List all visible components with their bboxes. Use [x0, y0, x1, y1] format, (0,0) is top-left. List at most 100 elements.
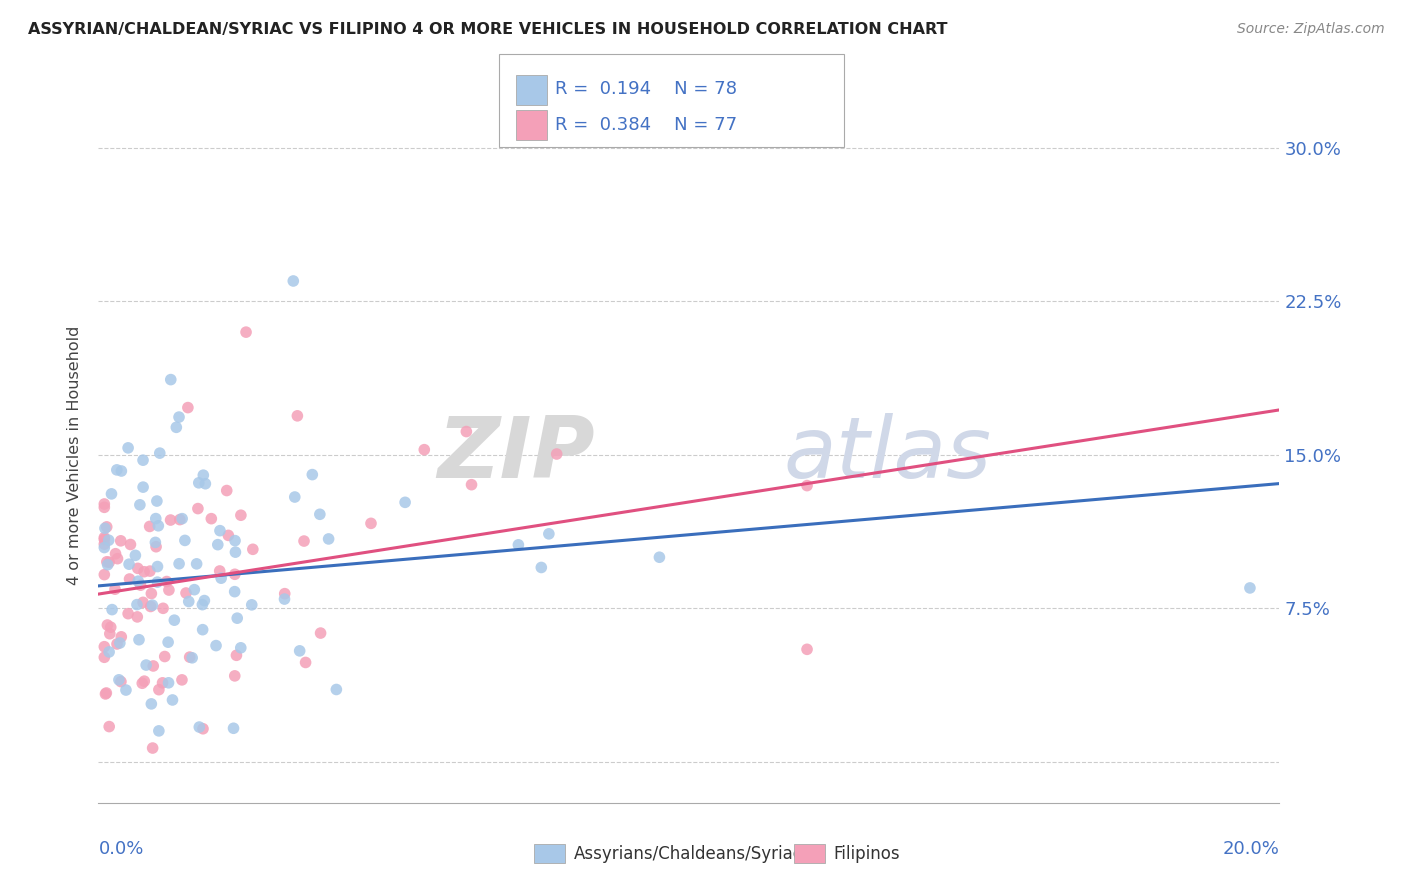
- Point: [162, 693, 184, 707]
- Y-axis label: 4 or more Vehicles in Household: 4 or more Vehicles in Household: [67, 326, 83, 584]
- Point: [110, 630, 132, 644]
- Point: [138, 519, 160, 533]
- Point: [139, 564, 162, 578]
- Point: [292, 534, 315, 549]
- Point: [93, 537, 115, 551]
- Text: ASSYRIAN/CHALDEAN/SYRIAC VS FILIPINO 4 OR MORE VEHICLES IN HOUSEHOLD CORRELATION: ASSYRIAN/CHALDEAN/SYRIAC VS FILIPINO 4 O…: [28, 22, 948, 37]
- Point: [796, 478, 818, 492]
- Point: [288, 644, 311, 658]
- Point: [530, 560, 553, 574]
- Point: [100, 620, 122, 634]
- Point: [96, 618, 118, 632]
- Point: [1239, 581, 1261, 595]
- Point: [152, 601, 174, 615]
- Point: [222, 721, 245, 735]
- Point: [152, 676, 174, 690]
- Point: [283, 274, 305, 288]
- Point: [193, 593, 215, 607]
- Point: [93, 500, 115, 515]
- Text: Filipinos: Filipinos: [834, 845, 900, 863]
- Point: [208, 524, 231, 538]
- Point: [194, 476, 217, 491]
- Point: [242, 542, 264, 557]
- Point: [120, 537, 142, 551]
- Point: [125, 598, 148, 612]
- Point: [325, 682, 347, 697]
- Point: [98, 626, 121, 640]
- Point: [96, 555, 118, 569]
- Point: [94, 687, 117, 701]
- Point: [127, 574, 149, 589]
- Text: R =  0.384    N = 77: R = 0.384 N = 77: [555, 116, 738, 134]
- Point: [97, 533, 120, 548]
- Point: [93, 541, 115, 555]
- Point: [105, 637, 128, 651]
- Point: [141, 598, 163, 612]
- Point: [93, 650, 115, 665]
- Point: [169, 513, 191, 527]
- Point: [284, 490, 307, 504]
- Point: [157, 635, 180, 649]
- Point: [94, 521, 117, 535]
- Point: [129, 578, 152, 592]
- Point: [191, 722, 214, 736]
- Point: [127, 610, 149, 624]
- Point: [163, 613, 186, 627]
- Point: [131, 676, 153, 690]
- Point: [127, 561, 149, 575]
- Point: [287, 409, 309, 423]
- Point: [142, 741, 165, 756]
- Point: [93, 533, 115, 547]
- Point: [100, 487, 122, 501]
- Text: atlas: atlas: [783, 413, 991, 497]
- Text: R =  0.194    N = 78: R = 0.194 N = 78: [555, 80, 737, 98]
- Point: [115, 683, 138, 698]
- Point: [117, 441, 139, 455]
- Point: [98, 555, 121, 569]
- Point: [128, 498, 150, 512]
- Point: [167, 410, 190, 425]
- Point: [460, 477, 482, 491]
- Point: [118, 572, 141, 586]
- Point: [224, 584, 246, 599]
- Point: [124, 549, 146, 563]
- Point: [146, 575, 169, 590]
- Point: [187, 501, 209, 516]
- Point: [546, 447, 568, 461]
- Point: [93, 567, 115, 582]
- Point: [172, 511, 194, 525]
- Point: [159, 513, 181, 527]
- Point: [139, 599, 162, 614]
- Point: [224, 669, 246, 683]
- Point: [98, 645, 121, 659]
- Point: [274, 587, 297, 601]
- Point: [110, 464, 132, 478]
- Point: [118, 558, 141, 572]
- Point: [157, 675, 180, 690]
- Point: [215, 483, 238, 498]
- Point: [191, 623, 214, 637]
- Point: [153, 649, 176, 664]
- Point: [224, 533, 246, 548]
- Point: [104, 582, 127, 597]
- Point: [117, 607, 139, 621]
- Point: [146, 559, 169, 574]
- Point: [93, 531, 115, 545]
- Point: [174, 533, 197, 548]
- Point: [217, 528, 239, 542]
- Point: [508, 538, 530, 552]
- Point: [200, 511, 222, 525]
- Point: [146, 494, 169, 508]
- Text: Assyrians/Chaldeans/Syriacs: Assyrians/Chaldeans/Syriacs: [574, 845, 811, 863]
- Point: [132, 453, 155, 467]
- Point: [156, 574, 179, 589]
- Text: 20.0%: 20.0%: [1223, 839, 1279, 857]
- Point: [132, 480, 155, 494]
- Point: [796, 642, 818, 657]
- Point: [148, 518, 170, 533]
- Point: [141, 586, 163, 600]
- Point: [107, 551, 129, 566]
- Point: [134, 674, 156, 689]
- Point: [208, 564, 231, 578]
- Point: [110, 533, 132, 548]
